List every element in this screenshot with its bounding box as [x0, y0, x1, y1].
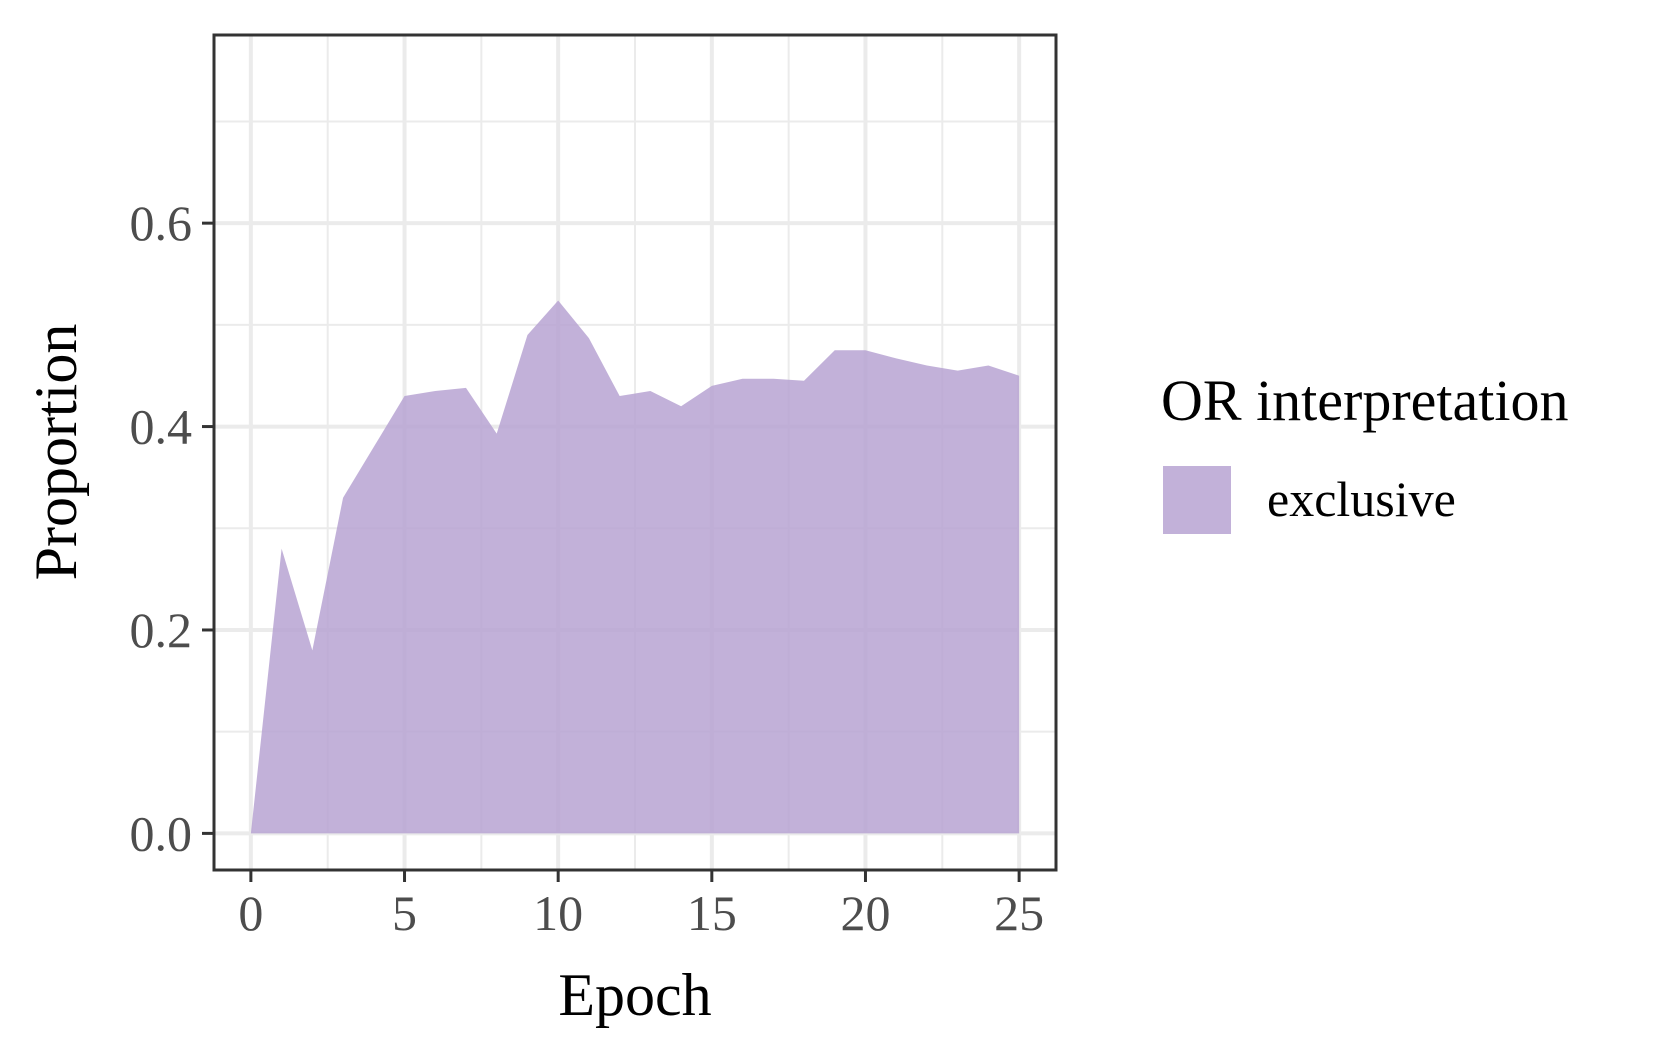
- legend: OR interpretation exclusive: [1161, 368, 1569, 534]
- x-tick-label: 10: [533, 885, 583, 941]
- y-tick-label: 0.6: [130, 195, 193, 251]
- x-tick-label: 25: [994, 885, 1044, 941]
- area-series-exclusive: [250, 300, 1020, 834]
- x-tick-label: 5: [392, 885, 417, 941]
- y-tick-label: 0.2: [130, 602, 193, 658]
- plot-panel-border: [212, 33, 1058, 872]
- legend-label-exclusive: exclusive: [1267, 471, 1456, 527]
- x-tick-label: 20: [840, 885, 890, 941]
- x-tick-label: 15: [687, 885, 737, 941]
- y-axis-title: Proportion: [23, 324, 89, 581]
- legend-title: OR interpretation: [1161, 368, 1569, 433]
- legend-key-exclusive: [1163, 466, 1231, 534]
- x-tick-label: 0: [238, 885, 263, 941]
- x-axis-title: Epoch: [558, 962, 711, 1028]
- axes: 0 5 10 15 20 25 0.0 0.2 0.4 0.6: [130, 195, 1045, 941]
- series-layer: [250, 300, 1020, 834]
- y-tick-label: 0.0: [130, 805, 193, 861]
- y-tick-label: 0.4: [130, 399, 193, 455]
